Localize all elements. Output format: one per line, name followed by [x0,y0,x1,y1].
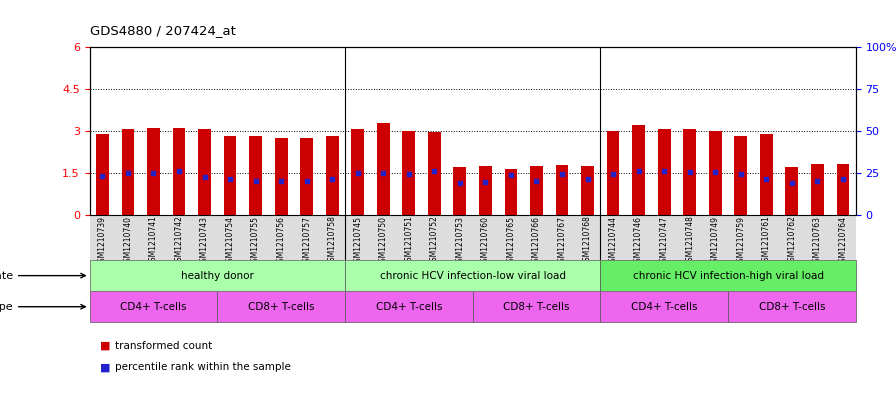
Text: disease state: disease state [0,271,85,281]
Text: CD8+ T-cells: CD8+ T-cells [759,302,825,312]
Text: GSM1210756: GSM1210756 [277,215,286,266]
Text: GSM1210763: GSM1210763 [813,215,822,266]
Bar [600,260,856,291]
Text: GSM1210752: GSM1210752 [430,215,439,266]
Text: percentile rank within the sample: percentile rank within the sample [115,362,290,373]
Bar [224,136,237,215]
Text: GSM1210751: GSM1210751 [404,215,413,266]
Bar [473,291,600,322]
Text: GSM1210750: GSM1210750 [379,215,388,266]
Bar [556,165,568,215]
Bar [377,123,390,215]
Text: cell type: cell type [0,302,85,312]
Text: GSM1210748: GSM1210748 [685,215,694,266]
Bar [173,128,185,215]
Bar [479,166,492,215]
Text: ■: ■ [100,341,111,351]
Bar [658,129,670,215]
Text: GSM1210755: GSM1210755 [251,215,260,266]
Text: GSM1210740: GSM1210740 [124,215,133,266]
Bar [345,291,473,322]
Text: GSM1210747: GSM1210747 [659,215,668,266]
Bar [90,291,218,322]
Bar [684,129,696,215]
Bar [607,131,619,215]
Text: GSM1210754: GSM1210754 [226,215,235,266]
Bar [709,131,721,215]
Bar [198,129,211,215]
Bar [90,260,345,291]
Text: GSM1210765: GSM1210765 [506,215,515,266]
Bar [600,291,728,322]
Text: GSM1210761: GSM1210761 [762,215,771,266]
Text: chronic HCV infection-low viral load: chronic HCV infection-low viral load [380,271,565,281]
Text: GSM1210746: GSM1210746 [634,215,643,266]
Bar [218,291,345,322]
Text: GSM1210758: GSM1210758 [328,215,337,266]
Bar [453,167,466,215]
Text: CD8+ T-cells: CD8+ T-cells [504,302,570,312]
Text: ■: ■ [100,362,111,373]
Text: healthy donor: healthy donor [181,271,254,281]
Bar [147,128,159,215]
Bar [275,138,288,215]
Bar [530,166,543,215]
Text: GSM1210742: GSM1210742 [175,215,184,266]
Text: GDS4880 / 207424_at: GDS4880 / 207424_at [90,24,236,37]
Text: transformed count: transformed count [115,341,212,351]
Bar [345,260,600,291]
Text: GSM1210766: GSM1210766 [532,215,541,266]
Bar [402,131,415,215]
Bar [728,291,856,322]
Text: GSM1210768: GSM1210768 [583,215,592,266]
Bar [428,132,441,215]
Text: CD4+ T-cells: CD4+ T-cells [631,302,697,312]
Text: GSM1210745: GSM1210745 [353,215,362,266]
Bar [837,164,849,215]
Text: GSM1210753: GSM1210753 [455,215,464,266]
Bar [735,136,747,215]
Text: GSM1210741: GSM1210741 [149,215,158,266]
Text: GSM1210767: GSM1210767 [557,215,566,266]
Bar [633,125,645,215]
Bar [249,136,262,215]
Text: GSM1210743: GSM1210743 [200,215,209,266]
Bar [326,136,339,215]
Bar [760,134,772,215]
Bar [786,167,798,215]
Bar [122,129,134,215]
Text: GSM1210764: GSM1210764 [839,215,848,266]
Bar [504,169,517,215]
Text: GSM1210744: GSM1210744 [608,215,617,266]
Bar [300,138,313,215]
Bar [96,134,108,215]
Bar [811,164,823,215]
Text: GSM1210762: GSM1210762 [788,215,797,266]
Text: CD4+ T-cells: CD4+ T-cells [120,302,186,312]
Text: chronic HCV infection-high viral load: chronic HCV infection-high viral load [633,271,823,281]
Text: CD8+ T-cells: CD8+ T-cells [248,302,314,312]
Text: GSM1210757: GSM1210757 [302,215,311,266]
Text: GSM1210760: GSM1210760 [481,215,490,266]
Text: GSM1210749: GSM1210749 [711,215,719,266]
Text: GSM1210739: GSM1210739 [98,215,107,266]
Bar [351,129,364,215]
Bar [582,166,594,215]
Text: GSM1210759: GSM1210759 [737,215,745,266]
Text: CD4+ T-cells: CD4+ T-cells [375,302,442,312]
